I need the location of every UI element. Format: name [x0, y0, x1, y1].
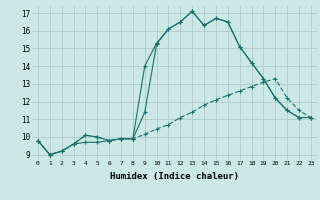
X-axis label: Humidex (Indice chaleur): Humidex (Indice chaleur) — [110, 172, 239, 181]
